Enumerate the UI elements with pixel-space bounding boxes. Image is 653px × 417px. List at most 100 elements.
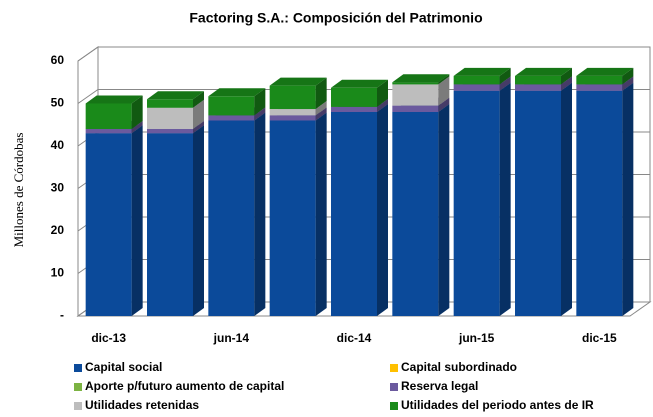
bar <box>147 91 204 108</box>
bar <box>515 67 572 85</box>
bar-front <box>576 75 623 85</box>
legend-swatch <box>74 383 82 391</box>
bar-front <box>208 96 255 116</box>
bar-side <box>254 107 266 121</box>
x-tick-label: jun-14 <box>213 331 250 345</box>
bar-side <box>315 77 327 110</box>
bar-side <box>438 74 450 85</box>
bar <box>208 88 266 116</box>
bar-front <box>331 106 377 112</box>
bar-front <box>331 112 377 316</box>
bar-front <box>147 129 193 134</box>
bar-top <box>147 91 204 100</box>
y-tick-label: 60 <box>51 53 65 67</box>
bar-front <box>331 87 377 107</box>
bar-side <box>561 67 572 85</box>
bar-side <box>131 125 143 316</box>
bar-front <box>515 90 561 316</box>
bar-front <box>392 105 439 112</box>
bar-side <box>193 125 204 316</box>
bar-top <box>85 95 143 104</box>
bar <box>453 82 511 316</box>
bar-front <box>392 84 439 106</box>
bar <box>515 82 572 316</box>
bar-top <box>392 74 450 83</box>
bar-side <box>622 67 634 85</box>
legend-label: Utilidades del periodo antes de IR <box>401 398 594 412</box>
bar-top <box>453 67 511 76</box>
bar-front <box>85 103 132 129</box>
y-axis-title: Millones de Córdobas <box>11 133 26 248</box>
bar-front <box>269 115 316 121</box>
bar-side <box>131 121 143 134</box>
bar-top <box>576 67 634 76</box>
bar <box>576 82 634 316</box>
bar-side <box>622 76 634 91</box>
bar <box>269 112 327 316</box>
bar-side <box>499 67 511 85</box>
bar-side <box>377 79 388 107</box>
bar-front <box>147 133 193 316</box>
bar-side <box>499 76 511 91</box>
bar-top <box>515 67 572 76</box>
bar <box>331 79 388 107</box>
bar-side <box>315 101 327 116</box>
bar <box>208 112 266 316</box>
bar <box>85 95 143 129</box>
bar <box>85 125 143 316</box>
bar-side <box>254 112 266 316</box>
bar-front <box>85 129 132 134</box>
bar-front <box>147 99 193 108</box>
bar-side <box>561 82 572 316</box>
bar-side <box>193 99 204 129</box>
y-tick-label: 50 <box>51 96 65 110</box>
bar <box>392 104 450 316</box>
grid-line <box>77 46 650 62</box>
bar-front <box>515 84 561 91</box>
y-tick-label: 40 <box>51 138 65 152</box>
bar-side <box>622 82 634 316</box>
bar-front <box>453 84 500 91</box>
legend-swatch <box>390 402 398 410</box>
bar-front <box>576 84 623 91</box>
bar-front <box>392 82 439 85</box>
bar-side <box>315 112 327 316</box>
bar-top <box>331 79 388 88</box>
bar <box>576 67 634 85</box>
bar-front <box>208 120 255 316</box>
bar-top <box>269 77 327 86</box>
bar-side <box>438 97 450 112</box>
legend-label: Aporte p/futuro aumento de capital <box>85 379 284 393</box>
bar-front <box>85 133 132 316</box>
legend-label: Capital subordinado <box>401 360 517 374</box>
bar-top <box>208 88 266 97</box>
bar-side <box>131 95 143 129</box>
legend-swatch <box>74 364 82 372</box>
bar-side <box>193 91 204 108</box>
legend-swatch <box>74 402 82 410</box>
y-tick-label: 20 <box>51 223 65 237</box>
x-tick-label: dic-14 <box>337 331 372 345</box>
bar-front <box>453 75 500 85</box>
bar-side <box>438 76 450 106</box>
bar-side <box>315 107 327 121</box>
bar <box>453 67 511 85</box>
bar-side <box>499 82 511 316</box>
bar-front <box>269 85 316 110</box>
bar-side <box>254 88 266 116</box>
bar-side <box>193 121 204 134</box>
bar-front <box>392 112 439 316</box>
bar-side <box>438 104 450 316</box>
legend-label: Utilidades retenidas <box>85 398 199 412</box>
y-tick-label: 10 <box>51 266 65 280</box>
y-tick-label: - <box>60 308 64 322</box>
bar-front <box>208 115 255 121</box>
bar-front <box>269 120 316 316</box>
bar <box>147 125 204 316</box>
bar-front <box>576 90 623 316</box>
bar-side <box>377 104 388 316</box>
y-tick-label: 30 <box>51 181 65 195</box>
bar-front <box>515 75 561 85</box>
x-tick-label: dic-13 <box>91 331 126 345</box>
